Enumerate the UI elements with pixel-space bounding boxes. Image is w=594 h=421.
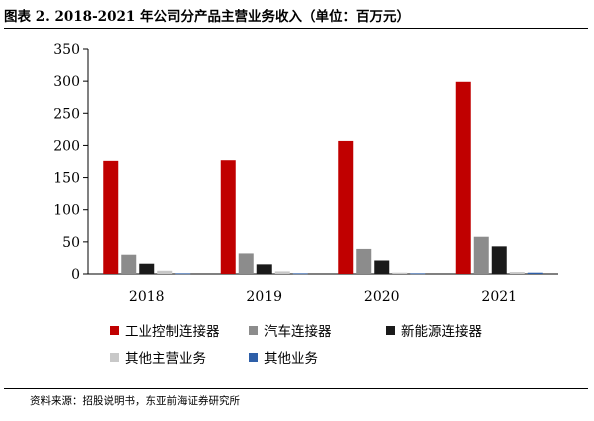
y-tick-label: 350 <box>53 42 80 58</box>
bar <box>220 160 236 274</box>
bar <box>374 260 390 274</box>
legend-item: 汽车连接器 <box>249 320 332 340</box>
legend-swatch <box>110 325 119 335</box>
bar <box>392 272 408 274</box>
y-tick-label: 50 <box>62 235 80 251</box>
legend-swatch <box>249 352 258 362</box>
bar <box>139 263 155 274</box>
chart-title: 图表 2. 2018-2021 年公司分产品主营业务收入（单位：百万元） <box>4 9 410 25</box>
legend-label: 汽车连接器 <box>264 324 332 340</box>
y-tick-label: 300 <box>53 74 80 90</box>
source-divider <box>4 388 588 389</box>
y-tick-label: 100 <box>53 203 80 219</box>
legend-item: 工业控制连接器 <box>110 320 220 340</box>
bar <box>121 254 137 274</box>
bar <box>527 272 543 274</box>
bar <box>491 246 507 274</box>
bar <box>256 264 272 274</box>
x-tick-label: 2018 <box>129 289 165 305</box>
y-tick-label: 250 <box>53 106 80 122</box>
legend-swatch <box>386 325 395 335</box>
bar <box>175 273 191 275</box>
bar <box>356 248 372 274</box>
source-note: 资料来源：招股说明书，东亚前海证券研究所 <box>30 395 240 407</box>
legend-item: 其他业务 <box>249 347 318 367</box>
legend-swatch <box>249 325 258 335</box>
bar <box>338 140 354 274</box>
legend-item: 新能源连接器 <box>386 320 482 340</box>
legend-label: 工业控制连接器 <box>125 324 220 340</box>
bar <box>103 160 119 274</box>
x-tick-label: 2020 <box>364 289 400 305</box>
bar <box>292 273 308 275</box>
y-tick-label: 150 <box>53 171 80 187</box>
y-tick-label: 0 <box>71 267 80 283</box>
x-tick-label: 2019 <box>246 289 282 305</box>
legend-item: 其他主营业务 <box>110 347 206 367</box>
bar-chart: 0 50 100 150 200 250 300 350 2018 2019 2020 2021 <box>53 42 558 305</box>
legend-swatch <box>110 352 119 362</box>
legend-label: 其他主营业务 <box>125 351 206 367</box>
x-tick-label: 2021 <box>481 289 517 305</box>
bar <box>455 81 471 275</box>
bar <box>157 270 173 274</box>
bar <box>509 272 525 274</box>
bar <box>473 236 489 274</box>
legend-label: 其他业务 <box>264 351 318 367</box>
title-divider <box>4 28 588 29</box>
y-tick-label: 200 <box>53 138 80 154</box>
bar <box>238 253 254 274</box>
bar <box>410 273 426 275</box>
bar <box>274 271 290 274</box>
legend-label: 新能源连接器 <box>401 324 482 340</box>
